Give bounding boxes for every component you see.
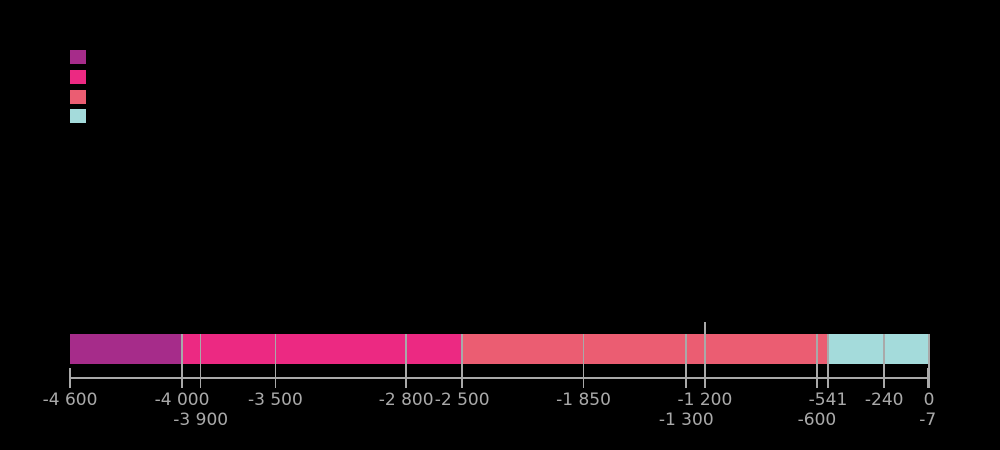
tick-label: -4 000: [154, 389, 210, 410]
legend-swatch-archean[interactable]: [70, 69, 86, 84]
axis-gridline: [827, 333, 829, 388]
tick-label: -1 850: [556, 389, 611, 410]
legend-swatch-proterozoic[interactable]: [70, 89, 86, 104]
tick-label: -7: [919, 409, 937, 430]
tick-label: -240: [864, 389, 904, 410]
bar-segment-proterozoic: [462, 333, 828, 364]
axis-gridline: [704, 322, 706, 388]
axis-gridline: [405, 333, 407, 388]
tick-label: -541: [808, 389, 848, 410]
axis-gridline: [685, 333, 687, 388]
axis-gridline: [883, 333, 885, 388]
legend-swatch-hadean[interactable]: [70, 50, 86, 64]
tick-label: -3 500: [248, 389, 303, 410]
axis-gridline: [181, 333, 183, 388]
bar-segment-hadean: [70, 333, 183, 364]
axis-gridline: [274, 333, 277, 388]
axis-gridline: [461, 333, 463, 388]
axis-gridline: [928, 333, 930, 388]
bar-segment-phanerozoic: [827, 333, 929, 364]
axis-gridline: [199, 333, 202, 388]
tick-label: -4 600: [42, 389, 98, 410]
tick-label: -600: [797, 409, 837, 430]
tick-label: -1 200: [677, 389, 733, 410]
tick-label: 0: [923, 389, 935, 410]
tick-label: -2 800: [378, 389, 434, 410]
tick-label: -3 900: [173, 409, 229, 430]
axis-gridline: [816, 333, 818, 388]
x-axis-line: [70, 377, 929, 379]
bar-segment-archean: [182, 333, 463, 364]
tick-label: -1 300: [658, 409, 714, 430]
tick-label: -2 500: [434, 389, 490, 410]
legend-swatch-phanerozoic[interactable]: [70, 109, 86, 124]
axis-gridline: [582, 333, 585, 388]
